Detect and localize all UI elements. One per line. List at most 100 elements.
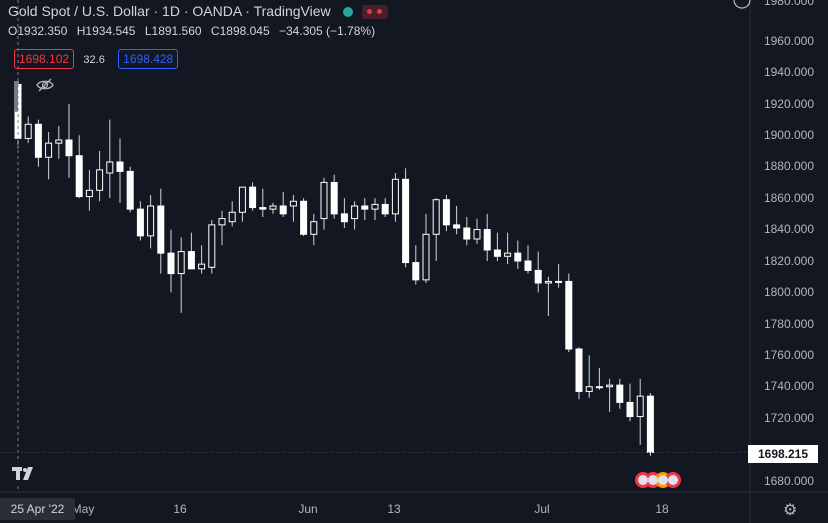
symbol-title[interactable]: Gold Spot / U.S. Dollar · 1D · OANDA · T…: [8, 3, 331, 19]
change-value: −34.305 (−1.78%): [279, 24, 376, 38]
candle-up: [218, 218, 226, 226]
candle-down: [65, 139, 73, 157]
candle-down: [136, 208, 144, 237]
flag-icon[interactable]: [362, 5, 389, 20]
candle-down: [412, 262, 420, 281]
candle-up: [269, 205, 277, 210]
event-flag-inner: [648, 475, 658, 485]
candle-up: [585, 386, 593, 392]
candle-down: [300, 200, 308, 235]
candle-up: [85, 189, 93, 198]
y-tick-label: 1780.000: [763, 317, 814, 331]
y-tick-label: 1760.000: [763, 348, 814, 362]
y-tick-label: 1920.000: [763, 97, 814, 111]
y-tick-label: 1960.000: [763, 34, 814, 48]
candle-down: [646, 395, 654, 453]
market-status-icon: [342, 7, 353, 18]
event-flag-inner: [658, 475, 668, 485]
candle-down: [575, 348, 583, 392]
candle-down: [259, 207, 267, 210]
y-tick-label: 1940.000: [763, 65, 814, 79]
candle-up: [606, 384, 614, 388]
candle-up: [228, 211, 236, 223]
trade-buttons: 1698.102 32.6 1698.428: [14, 49, 179, 69]
close-value: 1898.045: [219, 24, 270, 38]
candle-up: [238, 186, 246, 213]
open-value: 1932.350: [17, 24, 68, 38]
candle-up: [636, 395, 644, 418]
candle-up: [432, 199, 440, 235]
candle-down: [524, 260, 532, 271]
candle-down: [483, 229, 491, 251]
candle-down: [167, 252, 175, 275]
crosshair-candle-highlight: [14, 81, 18, 112]
x-tick-label: 16: [173, 502, 187, 516]
y-tick-label: 1980.000: [763, 0, 814, 8]
close-label: C: [210, 24, 220, 38]
candle-down: [187, 251, 195, 270]
x-tick-label: May: [71, 502, 95, 516]
candle-down: [249, 186, 257, 209]
candle-up: [544, 280, 552, 284]
candle-up: [595, 386, 603, 389]
eye-slash-icon[interactable]: [36, 78, 54, 92]
circle-menu-icon[interactable]: [732, 0, 752, 10]
candle-up: [289, 200, 297, 207]
candle-down: [116, 161, 124, 172]
buy-button[interactable]: 1698.428: [118, 49, 179, 69]
candle-up: [24, 123, 32, 139]
y-tick-label: 1880.000: [763, 159, 814, 173]
candle-up: [504, 252, 512, 257]
gear-icon[interactable]: ⚙: [783, 502, 798, 519]
candle-down: [463, 227, 471, 240]
candle-down: [534, 269, 542, 284]
candle-up: [351, 205, 359, 220]
candle-up: [555, 280, 563, 283]
candle-up: [208, 224, 216, 268]
candle-up: [371, 203, 379, 210]
ohlc-legend: O1932.350 H1934.545 L1891.560 C1898.045 …: [8, 24, 381, 38]
candle-down: [34, 123, 42, 158]
x-tick-label: 18: [655, 502, 669, 516]
candle-up: [422, 233, 430, 281]
candle-down: [514, 252, 522, 262]
crosshair-date-label: 25 Apr '22: [0, 498, 75, 520]
candle-up: [320, 181, 328, 220]
y-tick-label: 1680.000: [763, 474, 814, 488]
candle-up: [473, 229, 481, 240]
candle-up: [106, 161, 114, 174]
candle-up: [45, 142, 53, 158]
candle-up: [391, 178, 399, 215]
candle-down: [279, 205, 287, 215]
y-tick-label: 1900.000: [763, 128, 814, 142]
last-price-tag: 1698.215: [748, 445, 818, 463]
candle-up: [198, 263, 206, 270]
candle-down: [340, 213, 348, 223]
candle-down: [565, 280, 573, 350]
candle-down: [402, 178, 410, 264]
high-label: H: [76, 24, 86, 38]
x-tick-label: Jul: [534, 502, 550, 516]
event-flag-inner: [668, 475, 678, 485]
candle-down: [330, 181, 338, 215]
y-tick-label: 1720.000: [763, 411, 814, 425]
candle-up: [96, 169, 104, 191]
y-tick-label: 1820.000: [763, 254, 814, 268]
low-value: 1891.560: [151, 24, 202, 38]
candle-up: [147, 205, 155, 237]
candle-down: [616, 384, 624, 403]
events-group: [635, 472, 681, 488]
x-tick-label: Jun: [298, 502, 318, 516]
symbol-header[interactable]: Gold Spot / U.S. Dollar · 1D · OANDA · T…: [8, 3, 389, 20]
spread-value: 32.6: [83, 54, 105, 66]
tradingview-logo-icon[interactable]: [9, 462, 39, 486]
candle-up: [55, 139, 63, 144]
high-value: 1934.545: [85, 24, 136, 38]
candle-down: [381, 203, 389, 215]
candle-up: [310, 221, 318, 235]
sell-button[interactable]: 1698.102: [14, 49, 75, 69]
candles-group: [14, 80, 654, 456]
x-tick-label: 13: [387, 502, 401, 516]
candle-up: [177, 251, 185, 275]
